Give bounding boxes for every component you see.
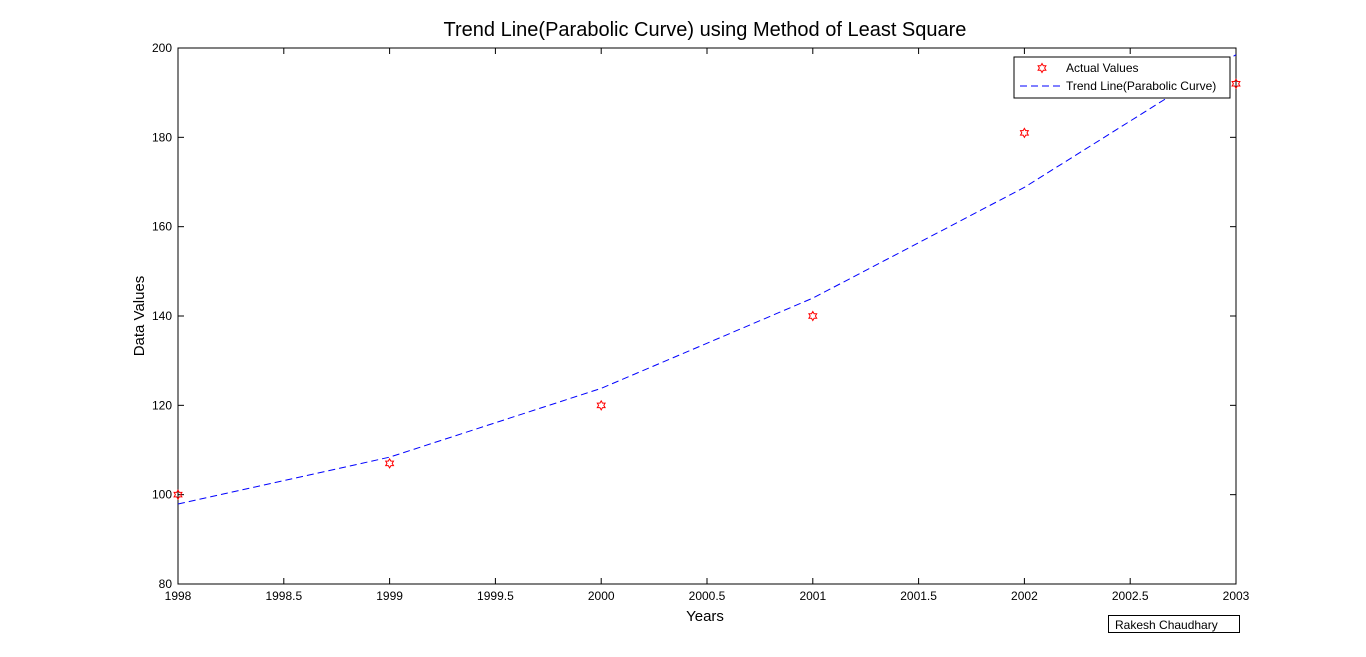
data-point	[173, 489, 183, 501]
data-point	[1231, 78, 1241, 90]
x-tick-label: 1999.5	[477, 589, 514, 603]
data-point	[596, 399, 606, 411]
series-layer	[173, 54, 1241, 505]
legend-item-label: Actual Values	[1066, 61, 1139, 75]
chart-title: Trend Line(Parabolic Curve) using Method…	[444, 19, 967, 41]
y-tick-label: 200	[152, 41, 172, 55]
x-tick-label: 2001.5	[900, 589, 937, 603]
y-tick-label: 180	[152, 130, 172, 144]
trend-line	[177, 54, 1237, 505]
y-tick-label: 120	[152, 398, 172, 412]
legend-item-label: Trend Line(Parabolic Curve)	[1066, 79, 1216, 93]
x-axis-label: Years	[686, 608, 724, 625]
axis-ticks: 1998 1998.5 1999 1999.5 2000 2000.5 2001 2001.5…	[152, 41, 1250, 603]
data-point	[808, 310, 818, 322]
x-tick-label: 2003	[1223, 589, 1250, 603]
x-tick-label: 2002.5	[1112, 589, 1149, 603]
y-tick-label: 100	[152, 488, 172, 502]
legend-marker-icon	[1037, 62, 1047, 74]
y-tick-label: 140	[152, 309, 172, 323]
data-point	[1019, 127, 1030, 139]
x-tick-label: 2000	[588, 589, 615, 603]
x-tick-label: 1998.5	[265, 589, 302, 603]
x-tick-label: 2000.5	[689, 589, 726, 603]
y-tick-label: 160	[152, 220, 172, 234]
plot-area	[177, 47, 1237, 585]
x-tick-label: 2001	[799, 589, 826, 603]
x-tick-label: 1999	[376, 589, 403, 603]
data-point	[384, 457, 395, 469]
legend: Actual Values Trend Line(Parabolic Curve)	[1013, 56, 1231, 99]
x-tick-label: 1998	[165, 589, 192, 603]
y-axis-label: Data Values	[131, 276, 148, 357]
y-tick-label: 80	[159, 577, 173, 591]
credit-label: Rakesh Chaudhary	[1108, 615, 1240, 633]
x-tick-label: 2002	[1011, 589, 1038, 603]
legend-box	[1013, 56, 1231, 99]
